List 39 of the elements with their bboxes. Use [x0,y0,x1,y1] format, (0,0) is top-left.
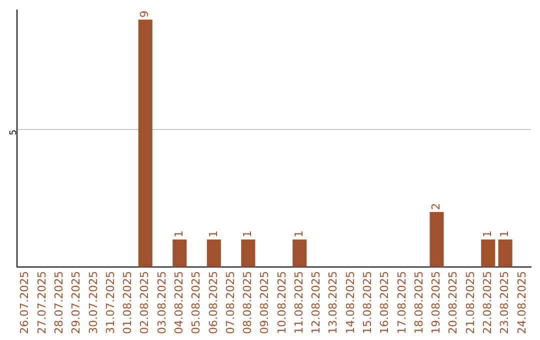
x-tick-label: 21.08.2025 [464,271,477,334]
x-tick-label: 24.08.2025 [515,271,528,334]
x-tick-label: 27.07.2025 [35,271,48,334]
x-tick-label: 18.08.2025 [412,271,426,334]
data-label: 2 [430,203,443,210]
x-tick-label: 23.08.2025 [498,271,512,334]
data-label: 1 [292,230,306,238]
x-tick-label: 02.08.2025 [138,271,152,334]
x-tick-label: 12.08.2025 [310,271,323,334]
x-tick-label: 08.08.2025 [241,271,254,334]
data-label: 1 [206,230,220,238]
x-tick-label: 09.08.2025 [258,271,272,334]
x-tick-label: 29.07.2025 [70,271,83,334]
x-tick-label: 22.08.2025 [481,271,494,334]
x-tick-label: 13.08.2025 [326,271,340,334]
x-tick-label: 01.08.2025 [121,271,134,334]
x-tick-label: 20.08.2025 [446,271,460,334]
data-label: 1 [172,230,186,238]
x-tick-label: 30.07.2025 [86,271,100,334]
x-tick-label: 28.07.2025 [52,271,66,334]
x-tick-label: 16.08.2025 [378,271,392,334]
x-tick-label: 11.08.2025 [292,271,306,334]
x-tick-label: 10.08.2025 [275,271,288,334]
y-tick-label: 5 [9,130,20,136]
x-tick-label: 06.08.2025 [206,271,220,334]
x-tick-label: 05.08.2025 [190,271,203,334]
x-tick-label: 17.08.2025 [395,271,408,334]
data-label: 1 [498,230,512,238]
x-tick-label: 26.07.2025 [18,271,32,334]
x-tick-label: 07.08.2025 [224,271,237,334]
data-label: 1 [241,230,254,238]
x-tick-label: 04.08.2025 [172,271,186,334]
x-tick-label: 03.08.2025 [155,271,168,334]
x-tick-label: 31.07.2025 [104,271,117,334]
x-tick-label: 14.08.2025 [344,271,357,334]
data-label: 9 [138,10,152,18]
data-label: 1 [481,230,494,238]
x-tick-label: 15.08.2025 [361,271,374,334]
x-tick-label: 19.08.2025 [430,271,443,334]
